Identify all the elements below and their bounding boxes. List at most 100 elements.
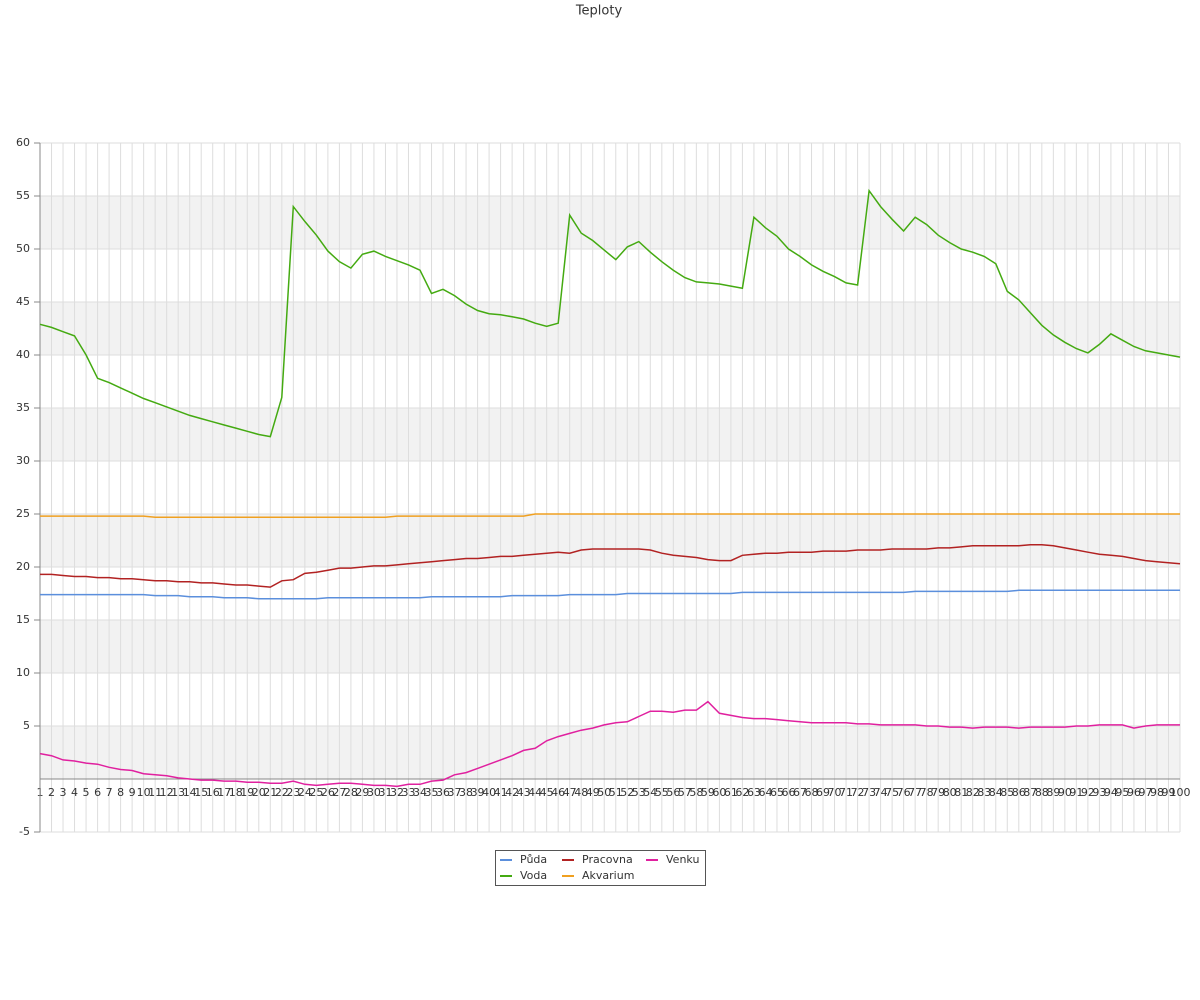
x-tick-label: 18 — [229, 786, 243, 799]
x-tick-label: 39 — [471, 786, 485, 799]
x-tick-label: 52 — [620, 786, 634, 799]
x-tick-label: 37 — [448, 786, 462, 799]
x-tick-label: 25 — [309, 786, 323, 799]
x-tick-label: 47 — [563, 786, 577, 799]
x-tick-label: 3 — [60, 786, 67, 799]
x-tick-label: 38 — [459, 786, 473, 799]
x-tick-label: 69 — [816, 786, 830, 799]
grid-band — [40, 302, 1180, 355]
legend-box — [495, 850, 706, 886]
x-tick-label: 55 — [655, 786, 669, 799]
series-line — [40, 543, 1181, 588]
x-tick-label: 90 — [1058, 786, 1072, 799]
x-tick-label: 60 — [712, 786, 726, 799]
x-tick-label: 59 — [701, 786, 715, 799]
x-tick-label: 17 — [217, 786, 231, 799]
legend-label: Akvarium — [582, 869, 634, 882]
x-tick-label: 70 — [828, 786, 842, 799]
x-tick-label: 74 — [874, 786, 888, 799]
x-tick-label: 84 — [989, 786, 1003, 799]
y-tick-label: 30 — [16, 454, 30, 467]
x-tick-label: 24 — [298, 786, 312, 799]
x-tick-label: 43 — [517, 786, 531, 799]
x-tick-label: 41 — [494, 786, 508, 799]
x-tick-label: 23 — [286, 786, 300, 799]
x-tick-label: 93 — [1092, 786, 1106, 799]
x-tick-label: 27 — [332, 786, 346, 799]
x-tick-label: 99 — [1161, 786, 1175, 799]
x-tick-label: 5 — [83, 786, 90, 799]
x-tick-label: 9 — [129, 786, 136, 799]
x-tick-label: 83 — [977, 786, 991, 799]
x-tick-label: 85 — [1000, 786, 1014, 799]
y-tick-label: 10 — [16, 666, 30, 679]
y-tick-label: 25 — [16, 507, 30, 520]
x-tick-label: 12 — [160, 786, 174, 799]
x-tick-label: 36 — [436, 786, 450, 799]
x-tick-label: 62 — [735, 786, 749, 799]
y-tick-label: 15 — [16, 613, 30, 626]
x-tick-label: 20 — [252, 786, 266, 799]
x-tick-label: 11 — [148, 786, 162, 799]
y-tick-label: 5 — [23, 719, 30, 732]
x-tick-label: 26 — [321, 786, 335, 799]
x-tick-label: 61 — [724, 786, 738, 799]
series-line — [39, 700, 1180, 788]
x-tick-label: 30 — [367, 786, 381, 799]
x-tick-label: 63 — [747, 786, 761, 799]
x-tick-label: 75 — [885, 786, 899, 799]
x-tick-label: 10 — [137, 786, 151, 799]
y-tick-label: 55 — [16, 189, 30, 202]
x-tick-label: 65 — [770, 786, 784, 799]
series-line — [39, 188, 1181, 438]
x-tick-label: 73 — [862, 786, 876, 799]
y-tick-label: 40 — [16, 348, 30, 361]
x-tick-label: 77 — [908, 786, 922, 799]
x-tick-label: 53 — [632, 786, 646, 799]
x-tick-label: 31 — [378, 786, 392, 799]
grid-band — [40, 514, 1180, 567]
x-tick-label: 42 — [505, 786, 519, 799]
x-tick-label: 50 — [597, 786, 611, 799]
x-tick-label: 94 — [1104, 786, 1118, 799]
x-tick-label: 71 — [839, 786, 853, 799]
x-tick-label: 79 — [931, 786, 945, 799]
x-tick-label: 78 — [920, 786, 934, 799]
x-tick-label: 76 — [897, 786, 911, 799]
legend-label: Půda — [520, 853, 547, 866]
x-tick-label: 54 — [643, 786, 657, 799]
x-tick-label: 33 — [401, 786, 415, 799]
x-tick-label: 87 — [1023, 786, 1037, 799]
x-tick-label: 35 — [425, 786, 439, 799]
x-tick-label: 66 — [781, 786, 795, 799]
x-tick-label: 19 — [240, 786, 254, 799]
grid-band — [40, 196, 1180, 249]
x-tick-label: 4 — [71, 786, 78, 799]
x-tick-label: 57 — [678, 786, 692, 799]
x-tick-label: 7 — [106, 786, 113, 799]
x-tick-label: 46 — [551, 786, 565, 799]
x-tick-label: 89 — [1046, 786, 1060, 799]
x-tick-label: 45 — [540, 786, 554, 799]
x-tick-label: 28 — [344, 786, 358, 799]
x-tick-label: 88 — [1035, 786, 1049, 799]
x-tick-label: 51 — [609, 786, 623, 799]
x-tick-label: 8 — [117, 786, 124, 799]
grid-band — [40, 408, 1180, 461]
y-tick-label: 45 — [16, 295, 30, 308]
x-tick-label: 81 — [954, 786, 968, 799]
y-tick-label: 35 — [16, 401, 30, 414]
x-tick-label: 14 — [183, 786, 197, 799]
series-line — [40, 513, 1180, 518]
x-tick-label: 21 — [263, 786, 277, 799]
x-tick-label: 58 — [689, 786, 703, 799]
grid-band — [40, 726, 1180, 779]
y-tick-label: 20 — [16, 560, 30, 573]
x-tick-label: 13 — [171, 786, 185, 799]
x-tick-label: 72 — [851, 786, 865, 799]
x-tick-label: 40 — [482, 786, 496, 799]
x-tick-label: 95 — [1115, 786, 1129, 799]
x-tick-label: 100 — [1170, 786, 1191, 799]
x-tick-label: 22 — [275, 786, 289, 799]
